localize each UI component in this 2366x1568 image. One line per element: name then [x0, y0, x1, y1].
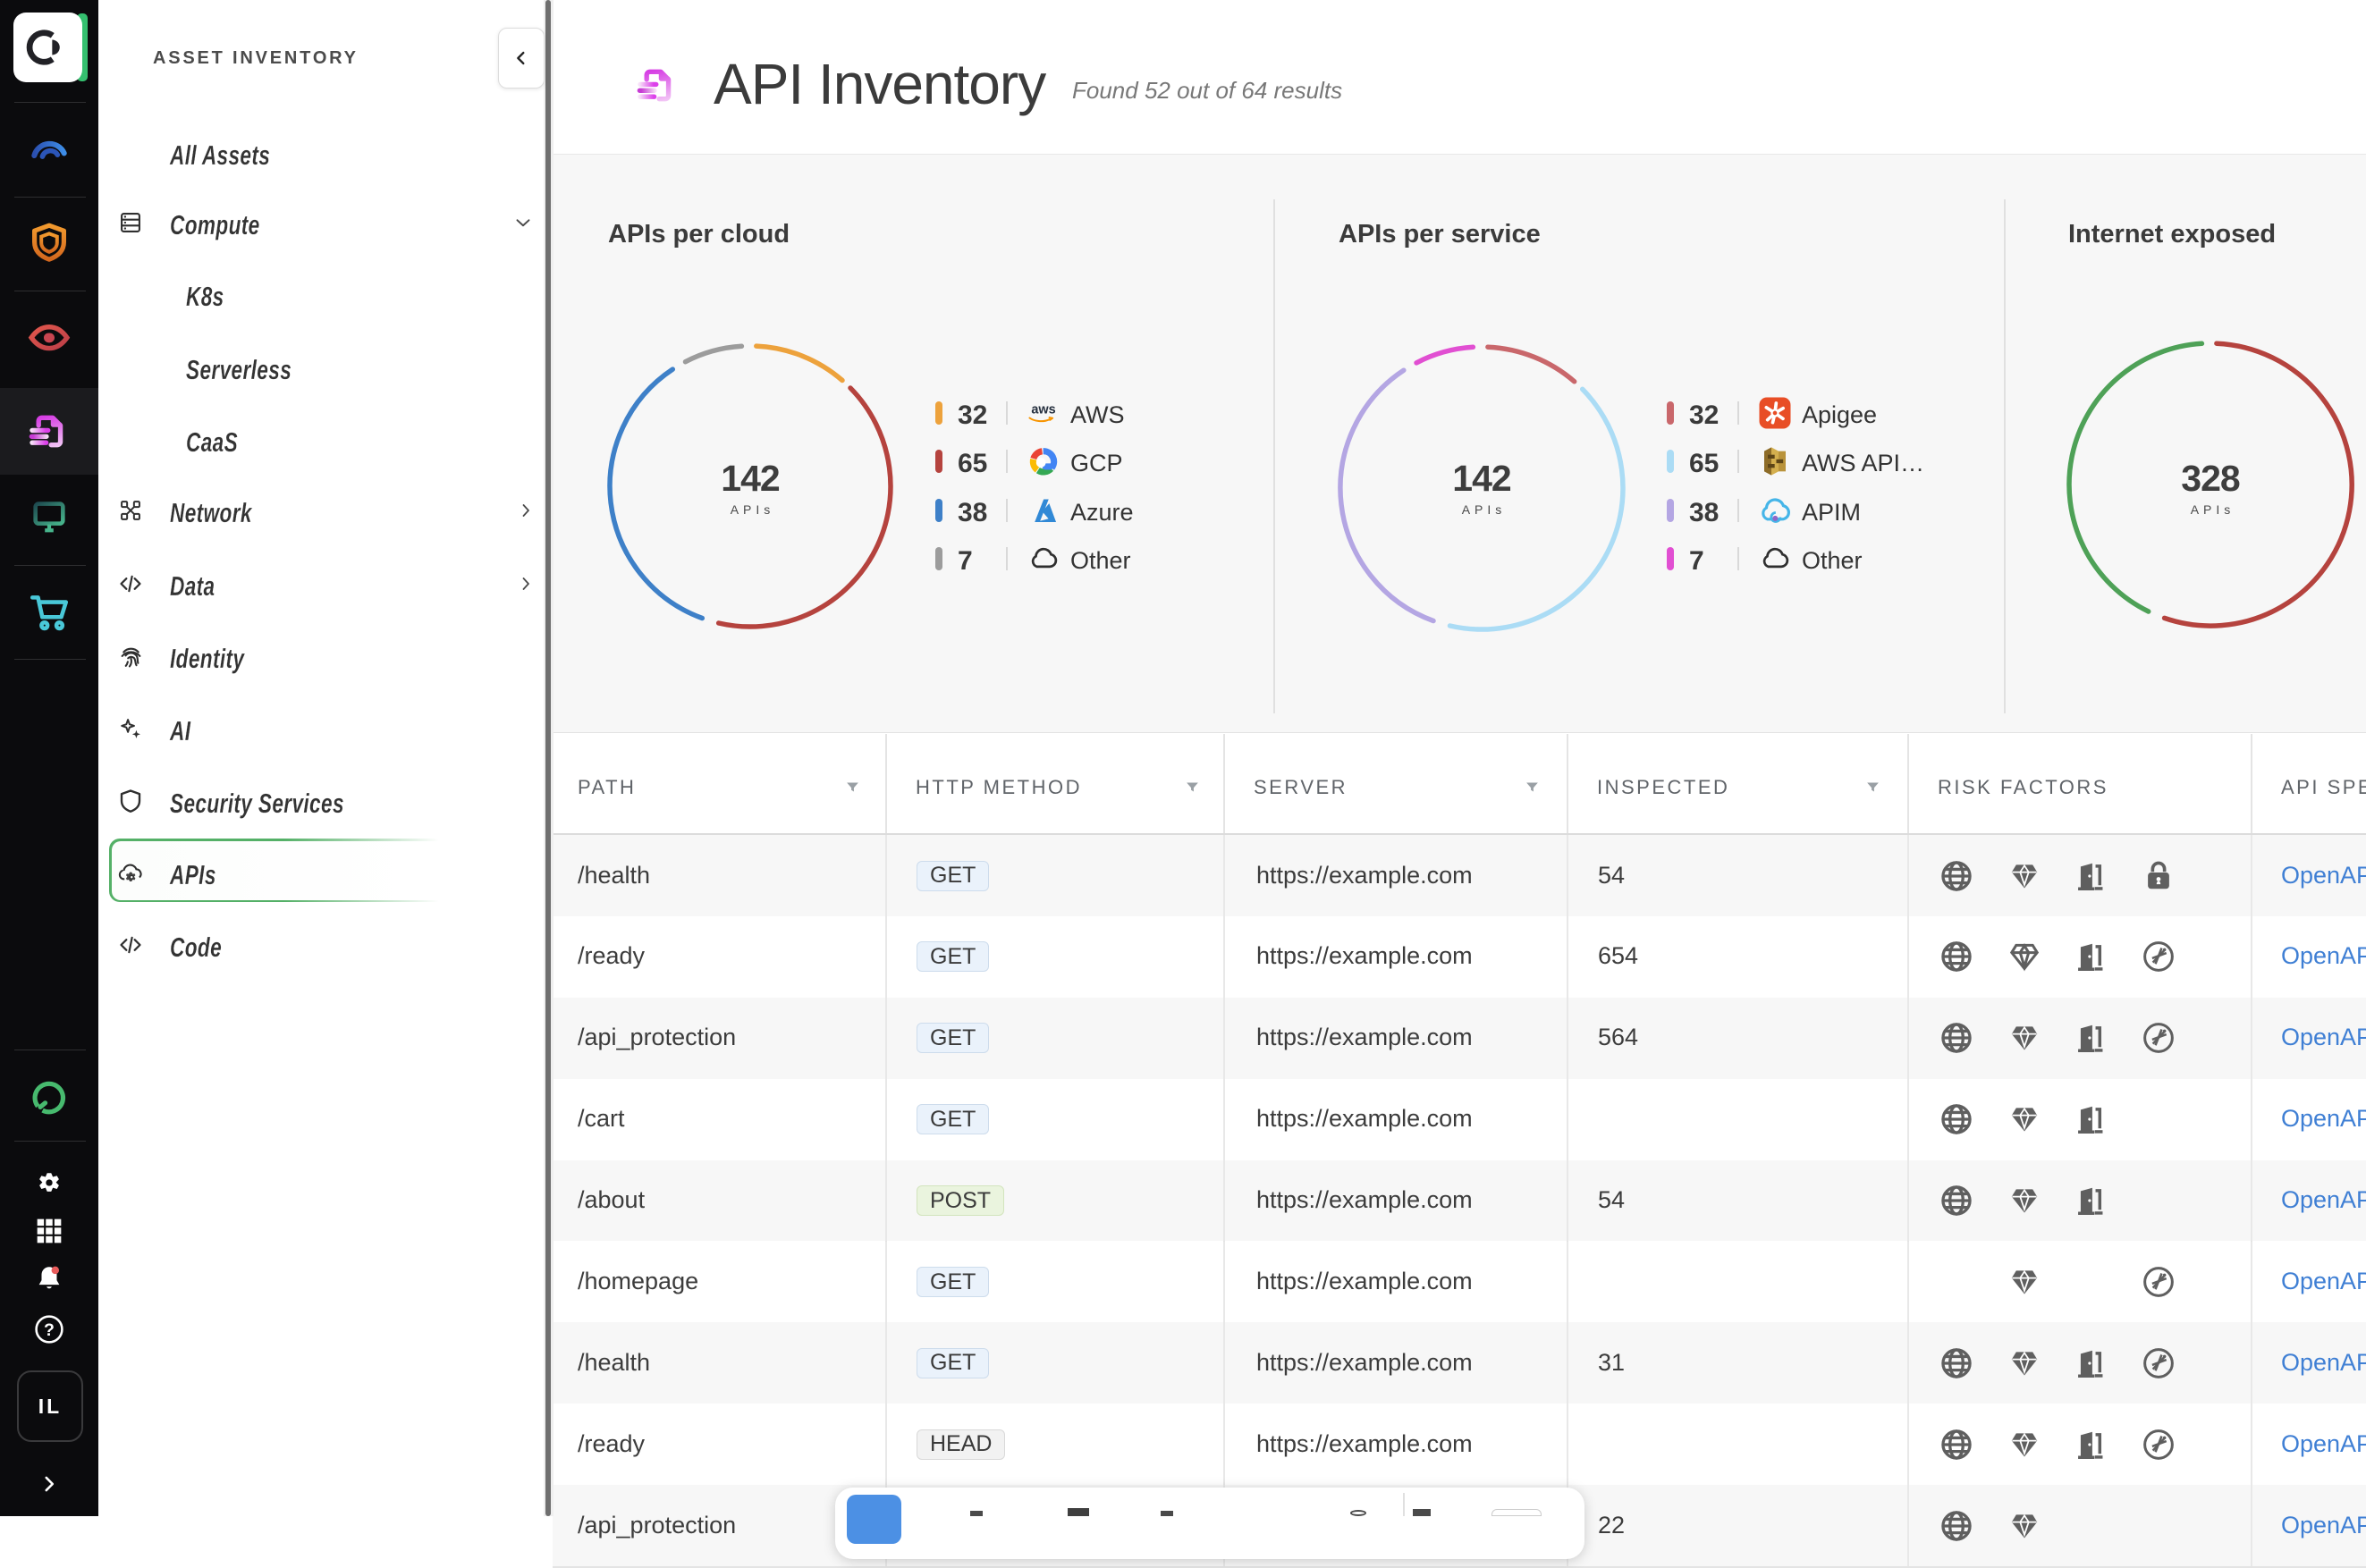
svg-text:aws: aws: [1031, 402, 1055, 417]
svg-text:?: ?: [44, 1320, 55, 1340]
